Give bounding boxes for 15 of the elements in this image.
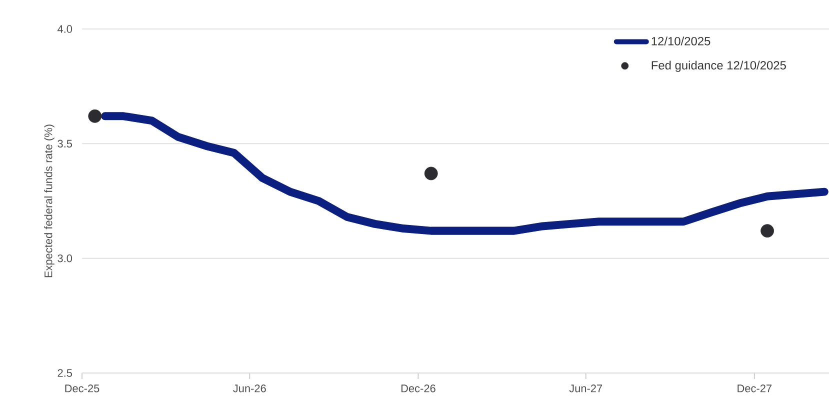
x-tick-label: Dec-27 (738, 384, 772, 392)
x-tick-label: Dec-26 (401, 384, 436, 392)
y-tick-label: 2.5 (58, 369, 72, 377)
x-tick-label: Dec-25 (65, 384, 100, 392)
legend-label: Fed guidance 12/10/2025 (652, 60, 786, 72)
y-tick-label: 4.0 (57, 25, 72, 33)
x-tick-label: Jun-27 (569, 384, 602, 392)
x-tick-label: Jun-26 (233, 384, 266, 392)
y-axis-title: Expected federal funds rate (%) (44, 124, 54, 278)
point (760, 224, 774, 238)
point (88, 109, 102, 123)
y-tick-label: 3.5 (58, 140, 72, 148)
point (424, 166, 438, 180)
y-tick-label: 3.0 (58, 254, 72, 262)
legend-label: 12/10/2025 (652, 36, 710, 46)
